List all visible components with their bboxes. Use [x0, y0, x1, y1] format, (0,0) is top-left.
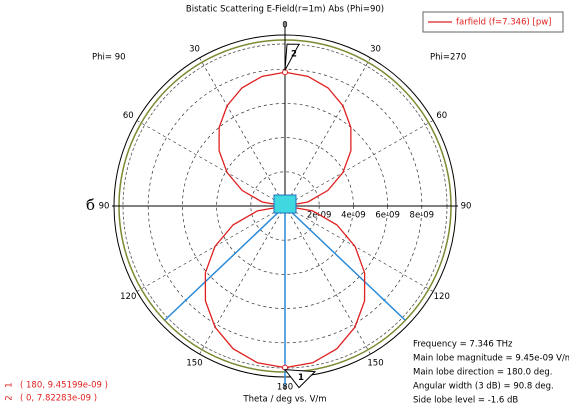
stray-text: б: [86, 196, 95, 214]
center-square: [273, 194, 297, 214]
info-line: Main lobe direction = 180.0 deg.: [413, 368, 552, 378]
marker-label: ( 180, 9.45199e-09 ): [20, 381, 108, 391]
theta-tick-label: 90: [99, 202, 110, 212]
legend-box: [422, 11, 564, 33]
beam-line: [284, 205, 406, 321]
grid-spoke: [136, 120, 286, 207]
theta-tick-label: 150: [186, 358, 202, 368]
marker-id: 2: [291, 50, 297, 60]
grid-spoke: [199, 57, 286, 207]
grid-spoke: [136, 205, 286, 292]
theta-tick-label: 150: [367, 358, 383, 368]
marker-flag: [283, 369, 317, 389]
theta-tick-label: 30: [189, 45, 200, 55]
marker-flag: [284, 43, 300, 71]
theta-tick-label: 120: [120, 292, 136, 302]
legend-label: farfield (f=7.346) [pw]: [456, 18, 552, 28]
info-line: Frequency = 7.346 THz: [413, 340, 513, 350]
marker-icon: 2: [5, 395, 15, 400]
info-line: Main lobe magnitude = 9.45e-09 V/m: [413, 354, 569, 364]
grid-spoke: [284, 205, 434, 292]
chart-title: Bistatic Scattering E-Field(r=1m) Abs (P…: [186, 5, 384, 15]
theta-tick-label: 60: [123, 111, 134, 121]
left-label: Phi= 90: [92, 53, 126, 63]
theta-tick-label: 60: [436, 111, 447, 121]
r-tick-label: 8e-09: [410, 211, 435, 221]
marker-label: ( 0, 7.82283e-09 ): [20, 394, 97, 404]
r-tick-label: 4e-09: [341, 211, 366, 221]
theta-tick-label: 30: [370, 45, 381, 55]
marker: [282, 69, 288, 76]
marker-id: 1: [298, 373, 304, 383]
grid-spoke: [284, 120, 434, 207]
grid-spoke: [284, 205, 371, 355]
grid-spoke: [284, 57, 371, 207]
r-tick-label: 6e-09: [375, 211, 400, 221]
theta-tick-label: 90: [461, 202, 472, 212]
marker-icon: 1: [5, 382, 15, 387]
grid-spoke: [199, 205, 286, 355]
r-tick-label: 2e-09: [307, 211, 332, 221]
info-line: Side lobe level = -1.6 dB: [413, 396, 518, 406]
axis-label: Theta / deg vs. V/m: [242, 395, 326, 405]
beam-line: [164, 205, 286, 321]
right-label: Phi=270: [430, 53, 466, 63]
info-line: Angular width (3 dB) = 90.8 deg.: [413, 382, 554, 392]
theta-tick-label: 120: [434, 292, 450, 302]
